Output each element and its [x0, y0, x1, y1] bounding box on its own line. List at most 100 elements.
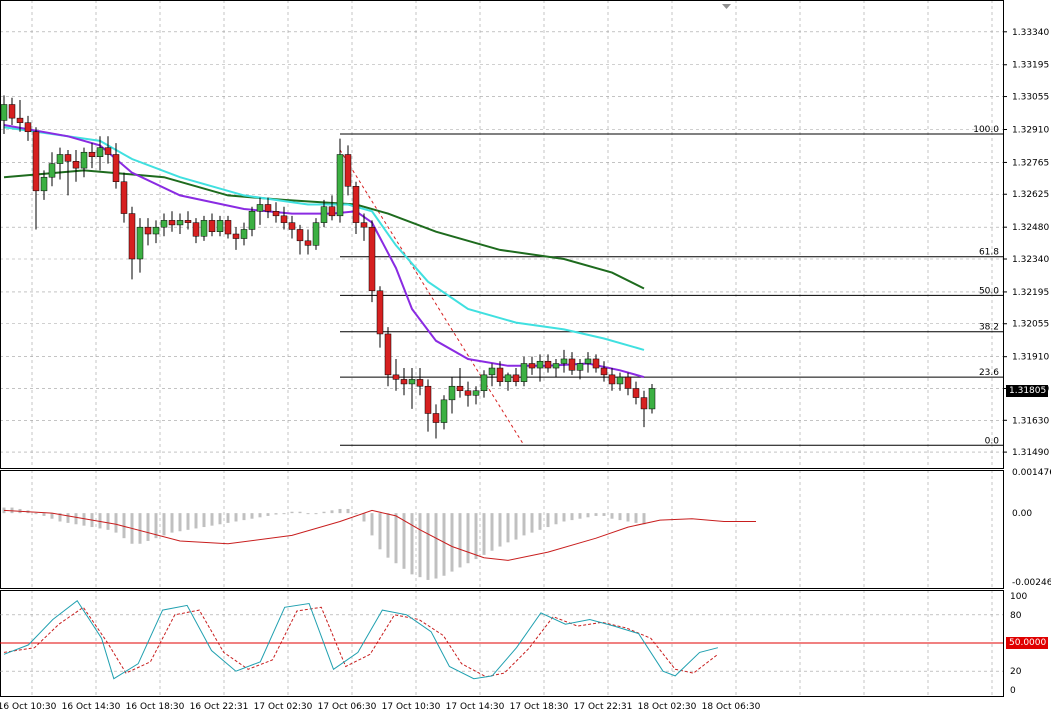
price-tick-label: 1.32340: [1012, 255, 1049, 265]
macd-histogram-bar: [626, 513, 630, 522]
macd-histogram-bar: [146, 513, 150, 541]
macd-histogram-bar: [570, 513, 574, 521]
macd-histogram-bar: [546, 513, 550, 528]
candle-body: [360, 222, 368, 228]
macd-histogram-bar: [210, 513, 214, 526]
time-tick-label: 17 Oct 10:30: [382, 702, 441, 712]
macd-histogram-bar: [266, 513, 270, 516]
macd-histogram-bar: [442, 513, 446, 576]
candle-body: [400, 379, 408, 385]
current-price-label: 1.31805: [1006, 385, 1048, 397]
candle-body: [232, 233, 240, 239]
macd-histogram-bar: [58, 513, 62, 522]
candle-body: [544, 360, 552, 369]
macd-histogram-bar: [330, 510, 334, 514]
macd-histogram-bar: [194, 513, 198, 529]
macd-histogram-bar: [394, 513, 398, 564]
macd-histogram-bar: [178, 513, 182, 532]
fib-level-label: 61.8: [979, 248, 999, 258]
macd-histogram-bar: [602, 513, 606, 516]
candle-body: [464, 390, 472, 396]
candle-body: [320, 206, 328, 223]
time-tick-label: 16 Oct 22:31: [190, 702, 249, 712]
candle-body: [104, 147, 112, 155]
candle-body: [608, 374, 616, 385]
candle-body: [392, 374, 400, 380]
candle-body: [64, 154, 72, 162]
macd-histogram-bar: [354, 513, 358, 515]
stochastic-tick-label: 0: [1010, 686, 1016, 696]
candle-body: [480, 374, 488, 392]
candle-body: [16, 117, 24, 123]
macd-histogram-bar: [274, 513, 278, 515]
panel-frame: [0, 470, 1004, 589]
candle-body: [176, 220, 184, 226]
stochastic-tick-label: 20: [1010, 667, 1022, 677]
chart-shift-marker-icon[interactable]: [722, 4, 731, 9]
macd-histogram-bar: [298, 511, 302, 514]
macd-histogram-bar: [642, 513, 646, 525]
macd-histogram-bar: [34, 513, 38, 515]
candle-body: [560, 358, 568, 364]
macd-tick-label: 0.001476: [1012, 468, 1051, 478]
macd-panel: [2, 507, 756, 580]
ma-slow-line: [3, 169, 645, 290]
candle-body: [352, 186, 360, 223]
candle-body: [128, 213, 136, 260]
fibonacci-retracement[interactable]: 100.0 61.8 50.0 38.2 23.6 0.0: [340, 125, 1003, 446]
macd-histogram-bar: [506, 513, 510, 543]
macd-histogram-bar: [162, 513, 166, 536]
macd-histogram-bar: [42, 513, 46, 516]
candle-body: [368, 226, 376, 292]
macd-histogram-bar: [322, 511, 326, 514]
stochastic-tick-label: 80: [1010, 611, 1022, 621]
candle-body: [96, 147, 104, 158]
candle-body: [592, 358, 600, 369]
price-tick-label: 1.32195: [1012, 288, 1049, 298]
candlesticks: [0, 95, 656, 439]
macd-histogram-bar: [610, 513, 614, 519]
price-tick-label: 1.33055: [1012, 93, 1049, 103]
time-tick-label: 18 Oct 06:30: [702, 702, 761, 712]
stochastic-signal-line: [3, 606, 719, 678]
price-tick-label: 1.31910: [1012, 353, 1049, 363]
candle-body: [56, 154, 64, 164]
time-tick-label: 17 Oct 14:30: [446, 702, 505, 712]
time-tick-label: 16 Oct 10:30: [0, 702, 57, 712]
candle-body: [576, 363, 584, 371]
macd-histogram-bar: [458, 513, 462, 568]
candle-body: [496, 367, 504, 382]
candle-body: [624, 376, 632, 389]
candle-body: [120, 181, 128, 214]
candle-body: [296, 229, 304, 242]
macd-histogram-bar: [218, 513, 222, 525]
grid: [0, 0, 1003, 696]
price-tick-label: 1.33195: [1012, 61, 1049, 71]
macd-histogram-bar: [106, 513, 110, 530]
candle-body: [136, 226, 144, 260]
macd-histogram-bar: [634, 513, 638, 523]
macd-histogram-bar: [154, 513, 158, 539]
candle-body: [256, 204, 264, 212]
candle-body: [440, 399, 448, 423]
time-axis: 16 Oct 10:30 16 Oct 14:30 16 Oct 18:30 16 O…: [0, 702, 761, 712]
macd-histogram-bar: [618, 513, 622, 521]
candle-body: [24, 122, 32, 133]
candle-body: [344, 154, 352, 187]
trend-line[interactable]: [339, 149, 525, 446]
time-tick-label: 17 Oct 18:30: [510, 702, 569, 712]
macd-histogram-bar: [426, 513, 430, 580]
candle-body: [280, 215, 288, 223]
macd-histogram-bar: [538, 513, 542, 530]
macd-histogram-bar: [138, 513, 142, 544]
candle-body: [416, 379, 424, 387]
candle-body: [520, 363, 528, 382]
macd-histogram-bar: [586, 513, 590, 518]
candle-body: [112, 154, 120, 182]
candle-body: [288, 222, 296, 230]
candle-body: [408, 379, 416, 385]
macd-histogram-bar: [250, 513, 254, 519]
macd-histogram-bar: [386, 513, 390, 558]
